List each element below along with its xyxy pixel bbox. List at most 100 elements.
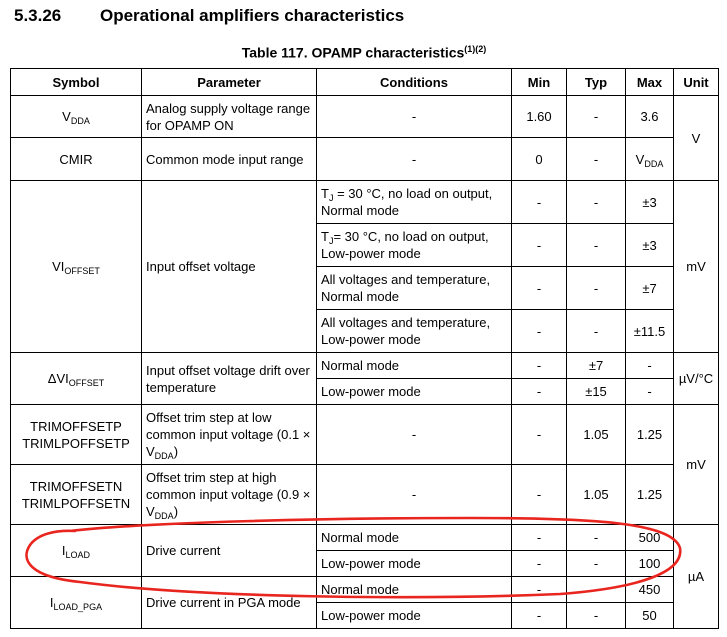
table-row: TRIMOFFSETN TRIMLPOFFSETN Offset trim ste…	[10, 464, 719, 525]
min-cell: -	[511, 223, 567, 267]
max-cell: 450	[625, 576, 674, 603]
parameter-cell: Input offset voltage	[141, 180, 317, 353]
conditions-cell: Normal mode	[316, 352, 512, 379]
typ-cell: -	[566, 524, 626, 551]
opamp-characteristics-table: Symbol Parameter Conditions Min Typ Max …	[10, 68, 719, 629]
header-parameter: Parameter	[141, 68, 317, 96]
symbol-subscript: LOAD	[65, 550, 91, 560]
max-text: V	[635, 151, 645, 167]
table-row: VIOFFSET Input offset voltage TJ = 30 °C…	[10, 180, 719, 353]
header-max: Max	[625, 68, 674, 96]
conditions-cell: Low-power mode	[316, 550, 512, 577]
min-cell: 0	[511, 137, 567, 181]
table-row: ΔVIOFFSET Input offset voltage drift ove…	[10, 352, 719, 405]
table-row: ILOAD_PGA Drive current in PGA mode Norm…	[10, 576, 719, 629]
conditions-cell: All voltages and temperature, Low-power …	[316, 309, 512, 353]
symbol-text: ΔVI	[47, 371, 69, 386]
typ-cell: 1.05	[566, 464, 626, 525]
parameter-cell: Offset trim step at high common input vo…	[141, 464, 317, 525]
parameter-text: )	[173, 504, 179, 519]
conditions-cell: -	[316, 95, 512, 138]
symbol-text: I	[49, 595, 54, 610]
typ-cell: -	[566, 95, 626, 138]
typ-cell: -	[566, 602, 626, 629]
parameter-cell: Drive current in PGA mode	[141, 576, 317, 629]
max-cell: ±11.5	[625, 309, 674, 353]
symbol-cell: ΔVIOFFSET	[10, 352, 142, 405]
table-row: All voltages and temperature, Low-power …	[11, 309, 719, 353]
conditions-subscript: J	[328, 193, 334, 203]
max-cell: -	[625, 378, 674, 405]
header-typ: Typ	[566, 68, 626, 96]
min-cell: -	[511, 180, 567, 224]
table-caption-refs: (1)(2)	[464, 44, 487, 54]
max-cell: 1.25	[625, 404, 674, 465]
min-cell: -	[511, 404, 567, 465]
symbol-subscript: LOAD_PGA	[53, 602, 103, 612]
min-cell: -	[511, 266, 567, 310]
min-cell: -	[511, 352, 567, 379]
max-cell: -	[625, 352, 674, 379]
max-cell: ±7	[625, 266, 674, 310]
symbol-cell: VDDA	[10, 95, 142, 138]
symbol-text: TRIMOFFSETN	[29, 478, 123, 494]
parameter-cell: Analog supply voltage range for OPAMP ON	[141, 95, 317, 138]
parameter-cell: Input offset voltage drift over temperat…	[141, 352, 317, 405]
parameter-subscript: DDA	[154, 451, 174, 461]
conditions-cell: All voltages and temperature, Normal mod…	[316, 266, 512, 310]
symbol-subscript: DDA	[70, 116, 90, 126]
parameter-subscript: DDA	[154, 511, 174, 521]
typ-cell: ±15	[566, 378, 626, 405]
max-cell: ±3	[625, 180, 674, 224]
typ-cell: -	[566, 137, 626, 181]
typ-cell: 1.05	[566, 404, 626, 465]
symbol-text: TRIMLPOFFSETN	[21, 495, 131, 511]
symbol-cell: ILOAD_PGA	[10, 576, 142, 629]
conditions-text: T	[321, 186, 329, 201]
typ-cell: ±7	[566, 352, 626, 379]
typ-cell: -	[566, 309, 626, 353]
typ-cell: -	[566, 266, 626, 310]
parameter-cell: Drive current	[141, 524, 317, 577]
conditions-cell: -	[316, 404, 512, 465]
symbol-text: VI	[52, 259, 65, 274]
parameter-text: )	[173, 444, 179, 459]
typ-cell: -	[566, 550, 626, 577]
table-row: Low-power mode - - 50	[11, 602, 719, 629]
typ-cell: -	[566, 180, 626, 224]
symbol-cell: VIOFFSET	[10, 180, 142, 353]
min-cell: -	[511, 576, 567, 603]
max-cell: 1.25	[625, 464, 674, 525]
conditions-subscript: J	[328, 236, 334, 246]
conditions-cell: Low-power mode	[316, 378, 512, 405]
symbol-cell: TRIMOFFSETP TRIMLPOFFSETP	[10, 404, 142, 465]
min-cell: -	[511, 309, 567, 353]
header-conditions: Conditions	[316, 68, 512, 96]
conditions-cell: TJ= 30 °C, no load on output, Low-power …	[316, 223, 512, 267]
symbol-cell: CMIR	[10, 137, 142, 181]
max-cell: 500	[625, 524, 674, 551]
min-cell: -	[511, 602, 567, 629]
min-cell: 1.60	[511, 95, 567, 138]
symbol-cell: ILOAD	[10, 524, 142, 577]
parameter-cell: Offset trim step at low common input vol…	[141, 404, 317, 465]
parameter-cell: Common mode input range	[141, 137, 317, 181]
section-heading: 5.3.26 Operational amplifiers characteris…	[14, 6, 404, 26]
min-cell: -	[511, 524, 567, 551]
symbol-text: TRIMOFFSETP	[30, 418, 122, 434]
max-subscript: DDA	[644, 158, 664, 169]
symbol-cell: TRIMOFFSETN TRIMLPOFFSETN	[10, 464, 142, 525]
symbol-text: V	[62, 109, 71, 124]
conditions-text: = 30 °C, no load on output, Normal mode	[321, 186, 493, 218]
typ-cell: -	[566, 576, 626, 603]
max-cell: VDDA	[625, 137, 674, 181]
conditions-text: T	[321, 229, 329, 244]
max-cell: 3.6	[625, 95, 674, 138]
parameter-text: Offset trim step at low common input vol…	[146, 410, 311, 459]
conditions-cell: -	[316, 137, 512, 181]
table-row: CMIR Common mode input range - 0 - VDDA	[10, 137, 719, 181]
symbol-text: TRIMLPOFFSETP	[22, 435, 130, 451]
conditions-text: = 30 °C, no load on output, Low-power mo…	[321, 229, 489, 261]
unit-cell: mV	[673, 404, 719, 525]
conditions-cell: Normal mode	[316, 576, 512, 603]
